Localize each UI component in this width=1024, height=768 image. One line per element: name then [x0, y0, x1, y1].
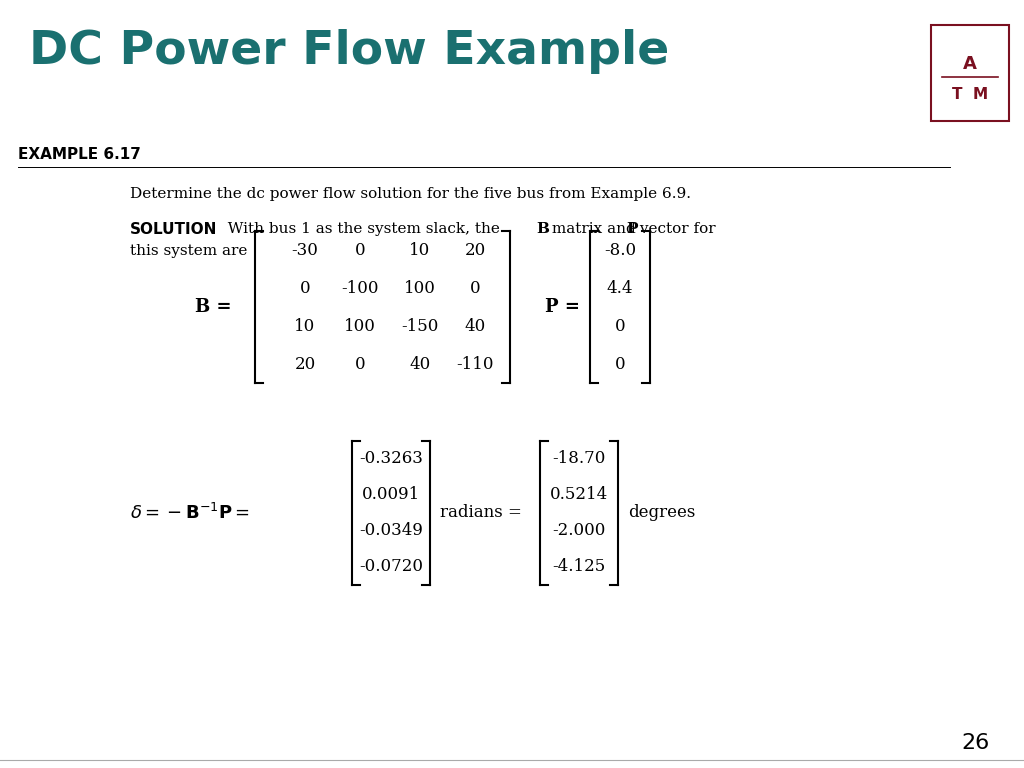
Text: $\delta = -\mathbf{B}^{-1}\mathbf{P} =$: $\delta = -\mathbf{B}^{-1}\mathbf{P} =$ — [130, 502, 250, 523]
Text: 40: 40 — [410, 356, 431, 373]
Text: 20: 20 — [294, 356, 315, 373]
Text: -8.0: -8.0 — [604, 242, 636, 259]
Text: -0.3263: -0.3263 — [359, 450, 423, 467]
Text: With bus 1 as the system slack, the: With bus 1 as the system slack, the — [218, 222, 505, 237]
Text: -110: -110 — [457, 356, 494, 373]
Text: 0.5214: 0.5214 — [550, 486, 608, 503]
Text: 0: 0 — [300, 280, 310, 296]
Text: 10: 10 — [410, 242, 431, 259]
Text: EXAMPLE 6.17: EXAMPLE 6.17 — [18, 147, 141, 162]
Text: A: A — [964, 55, 977, 74]
Text: vector for: vector for — [635, 222, 716, 237]
Text: -4.125: -4.125 — [552, 558, 605, 575]
Text: -150: -150 — [401, 318, 438, 335]
Text: -18.70: -18.70 — [552, 450, 605, 467]
Text: 0: 0 — [614, 318, 626, 335]
Text: 0: 0 — [470, 280, 480, 296]
Text: 40: 40 — [464, 318, 485, 335]
FancyBboxPatch shape — [931, 25, 1010, 121]
Text: B =: B = — [195, 298, 231, 316]
Text: SOLUTION: SOLUTION — [130, 222, 217, 237]
Text: 26: 26 — [962, 733, 990, 753]
Text: -30: -30 — [292, 242, 318, 259]
Text: 100: 100 — [404, 280, 436, 296]
Text: -100: -100 — [341, 280, 379, 296]
Text: -0.0349: -0.0349 — [359, 522, 423, 539]
Text: matrix and: matrix and — [547, 222, 641, 237]
Text: B: B — [536, 222, 549, 237]
Text: 20: 20 — [464, 242, 485, 259]
Text: 10: 10 — [294, 318, 315, 335]
Text: 4.4: 4.4 — [607, 280, 633, 296]
Text: P =: P = — [545, 298, 580, 316]
Text: 0: 0 — [614, 356, 626, 373]
Text: 0: 0 — [354, 356, 366, 373]
Text: P: P — [626, 222, 638, 237]
Text: DC Power Flow Example: DC Power Flow Example — [29, 28, 669, 74]
Text: 0: 0 — [354, 242, 366, 259]
Text: 100: 100 — [344, 318, 376, 335]
Text: -0.0720: -0.0720 — [359, 558, 423, 575]
Text: radians =: radians = — [440, 504, 522, 521]
Text: T  M: T M — [952, 87, 988, 102]
Text: degrees: degrees — [628, 504, 695, 521]
Text: -2.000: -2.000 — [552, 522, 605, 539]
Text: this system are: this system are — [130, 244, 248, 258]
Text: 0.0091: 0.0091 — [361, 486, 420, 503]
Text: Determine the dc power flow solution for the five bus from Example 6.9.: Determine the dc power flow solution for… — [130, 187, 691, 201]
